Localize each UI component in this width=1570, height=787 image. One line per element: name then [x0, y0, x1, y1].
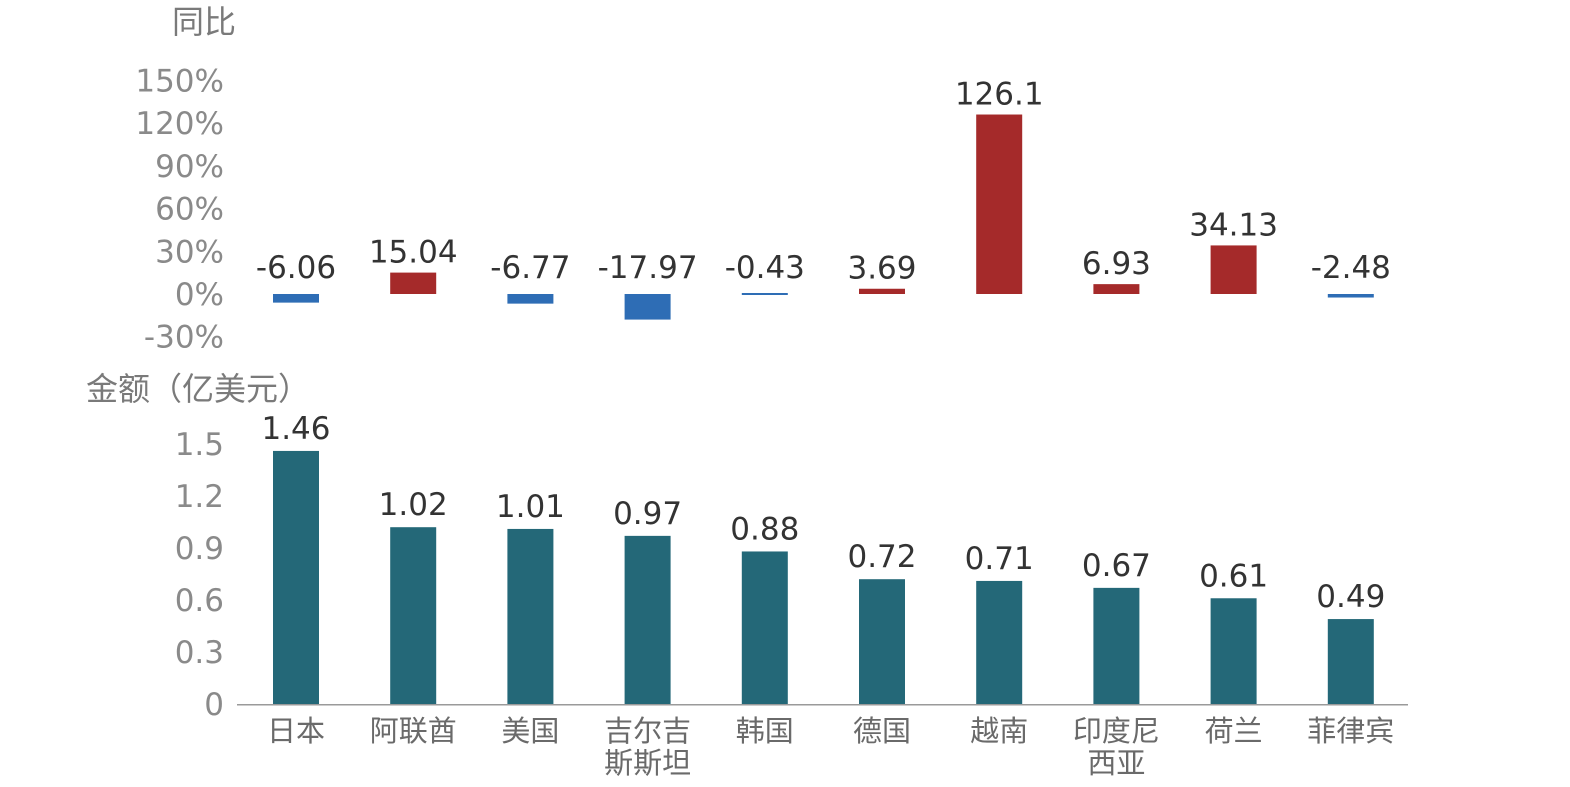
amount-y-tick-label: 1.5 — [175, 427, 224, 463]
yoy-y-tick-label: 60% — [155, 192, 224, 228]
yoy-bar — [1093, 284, 1140, 294]
amount-data-label: 0.88 — [730, 511, 799, 547]
amount-bar — [859, 579, 905, 704]
yoy-bar — [507, 294, 554, 304]
yoy-data-label: 6.93 — [1082, 246, 1151, 282]
category-label: 德国 — [853, 714, 911, 748]
amount-bar — [390, 527, 437, 704]
yoy-bar — [1210, 245, 1257, 294]
amount-bar — [1210, 598, 1257, 704]
yoy-data-label: 3.69 — [847, 251, 916, 287]
category-label-line: 吉尔吉 — [604, 714, 691, 748]
category-label-line: 阿联酋 — [370, 714, 457, 748]
category-label: 韩国 — [736, 714, 794, 748]
amount-data-label: 0.97 — [613, 496, 682, 532]
yoy-y-tick-label: -30% — [144, 320, 224, 356]
yoy-data-label: 126.1 — [955, 77, 1044, 113]
amount-y-tick-label: 1.2 — [175, 479, 224, 515]
category-label: 荷兰 — [1205, 714, 1263, 748]
yoy-data-label: -0.43 — [725, 250, 805, 286]
category-label-line: 西亚 — [1087, 746, 1145, 780]
yoy-axis-title: 同比 — [172, 3, 236, 41]
amount-data-label: 0.61 — [1199, 558, 1268, 594]
category-label: 越南 — [970, 714, 1028, 748]
amount-y-tick-label: 0 — [204, 687, 224, 723]
yoy-bar — [741, 293, 788, 295]
amount-y-tick-label: 0.6 — [175, 583, 224, 619]
amount-data-label: 0.72 — [847, 539, 916, 575]
amount-data-label: 1.46 — [261, 411, 330, 447]
amount-data-label: 0.49 — [1316, 579, 1385, 615]
category-label: 菲律宾 — [1307, 714, 1394, 748]
yoy-data-label: 34.13 — [1189, 207, 1278, 243]
amount-bars — [273, 450, 1374, 704]
category-labels: 日本 阿联酋 美国 吉尔吉斯斯坦 韩国 德国 越南 印度尼西亚 荷兰 菲律宾 — [267, 714, 1394, 780]
yoy-data-label: -2.48 — [1311, 250, 1391, 286]
yoy-data-label: -6.06 — [256, 250, 336, 286]
amount-y-tick-label: 0.3 — [175, 635, 224, 671]
yoy-bar — [624, 294, 671, 320]
yoy-y-tick-label: 30% — [155, 234, 224, 270]
category-label: 美国 — [501, 714, 559, 748]
yoy-data-labels: -6.06 15.04 -6.77 -17.97 -0.43 3.69 126.1 6.93 3… — [256, 77, 1391, 287]
amount-data-labels: 1.46 1.02 1.01 0.97 0.88 0.72 0.71 0.67 0.61 0.49 — [261, 411, 1385, 615]
category-label-line: 菲律宾 — [1307, 714, 1394, 748]
amount-y-tick-label: 0.9 — [175, 531, 224, 567]
category-label-line: 越南 — [970, 714, 1028, 748]
yoy-bar — [859, 288, 905, 294]
amount-data-label: 0.67 — [1082, 548, 1151, 584]
yoy-y-tick-label: 90% — [155, 149, 224, 185]
amount-chart: 金额（亿美元） 1.5 1.2 0.9 0.6 0.3 0 1.46 1.02 1.01 0.9… — [86, 370, 1408, 780]
category-label-line: 美国 — [501, 714, 559, 748]
yoy-y-tick-label: 150% — [135, 64, 224, 100]
amount-data-label: 1.01 — [496, 489, 565, 525]
yoy-bar — [273, 294, 319, 303]
yoy-y-tick-label: 0% — [175, 277, 224, 313]
category-label: 日本 — [267, 714, 325, 748]
amount-data-label: 1.02 — [379, 487, 448, 523]
yoy-y-tick-label: 120% — [135, 106, 224, 142]
category-label-line: 日本 — [267, 714, 325, 748]
yoy-data-label: -6.77 — [490, 250, 570, 286]
category-label: 阿联酋 — [370, 714, 457, 748]
amount-y-ticks: 1.5 1.2 0.9 0.6 0.3 0 — [175, 427, 224, 723]
category-label: 印度尼西亚 — [1073, 714, 1160, 780]
category-label-line: 德国 — [853, 714, 911, 748]
category-label-line: 斯斯坦 — [604, 746, 691, 780]
yoy-bar — [1327, 294, 1374, 298]
amount-data-label: 0.71 — [965, 541, 1034, 577]
yoy-bar — [976, 114, 1023, 294]
yoy-chart: 同比 150%120%90%60%30%0%-30% -6.06 15.04 -6.… — [135, 3, 1391, 356]
yoy-y-ticks: 150% 120% 90% 60% 30% 0% -30% — [135, 64, 224, 356]
yoy-data-label: 15.04 — [369, 235, 458, 271]
amount-bar — [273, 450, 319, 704]
category-label-line: 印度尼 — [1073, 714, 1160, 748]
amount-bar — [1327, 619, 1374, 704]
amount-axis-title: 金额（亿美元） — [86, 370, 310, 408]
amount-bar — [976, 580, 1023, 704]
amount-bar — [1093, 587, 1140, 704]
amount-bar — [507, 528, 554, 704]
amount-bar — [741, 551, 788, 704]
yoy-bar — [390, 272, 437, 294]
category-label-line: 荷兰 — [1205, 714, 1263, 748]
yoy-data-label: -17.97 — [598, 250, 698, 286]
amount-bar — [624, 535, 671, 704]
category-label-line: 韩国 — [736, 714, 794, 748]
category-label: 吉尔吉斯斯坦 — [604, 714, 691, 780]
yoy-bars — [273, 114, 1374, 320]
